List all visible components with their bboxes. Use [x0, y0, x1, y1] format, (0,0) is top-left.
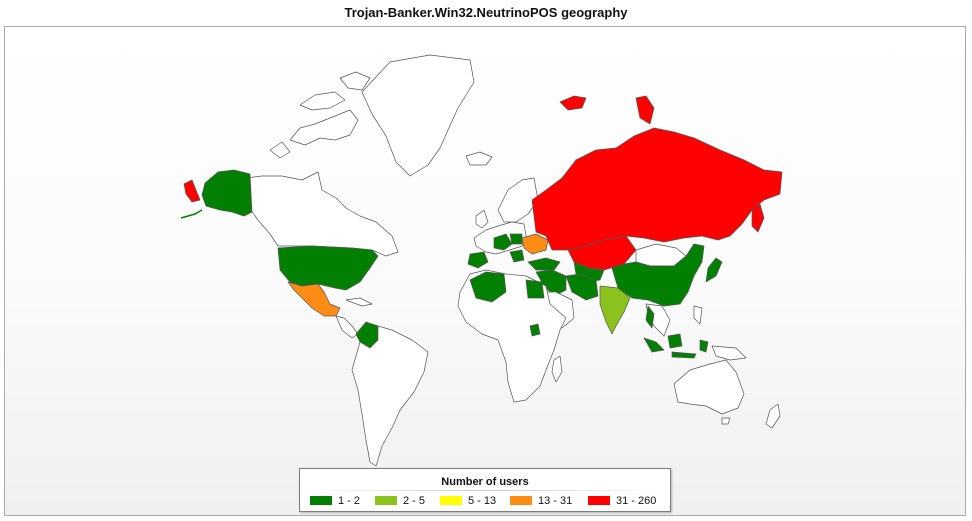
region-iberia[interactable]	[467, 251, 489, 269]
region-africa[interactable]	[457, 269, 567, 403]
region-canada[interactable]	[245, 171, 399, 257]
region-kenya[interactable]	[529, 323, 541, 337]
region-tasmania[interactable]	[721, 417, 731, 425]
legend-item-5[interactable]: 31 - 260	[588, 495, 656, 507]
region-kamchatka[interactable]	[751, 203, 765, 233]
legend-item-1[interactable]: 1 - 2	[310, 495, 360, 507]
region-chukotka[interactable]	[183, 179, 201, 203]
region-new-guinea[interactable]	[711, 345, 747, 361]
legend-label: 1 - 2	[338, 495, 361, 507]
region-cuba[interactable]	[345, 297, 373, 307]
legend-title: Number of users	[441, 476, 529, 488]
legend: Number of users 1 - 2 2 - 5 5 - 13 13 - …	[299, 468, 671, 512]
region-germany[interactable]	[493, 233, 513, 251]
region-japan[interactable]	[705, 257, 723, 283]
region-south-america[interactable]	[351, 325, 429, 467]
region-borneo[interactable]	[667, 333, 683, 349]
region-iran[interactable]	[565, 273, 599, 301]
region-new-zealand[interactable]	[765, 403, 781, 429]
region-russia[interactable]	[531, 127, 783, 251]
region-ukraine[interactable]	[521, 233, 549, 255]
region-canada-islands[interactable]	[269, 71, 371, 159]
region-philippines[interactable]	[693, 305, 703, 325]
region-indonesia[interactable]	[643, 337, 665, 353]
legend-swatch	[440, 495, 462, 505]
legend-item-3[interactable]: 5 - 13	[440, 495, 496, 507]
region-poland[interactable]	[509, 233, 523, 245]
legend-label: 5 - 13	[468, 495, 497, 507]
region-greenland[interactable]	[361, 54, 475, 177]
region-turkey[interactable]	[527, 257, 561, 271]
region-aleutians	[180, 209, 203, 219]
legend-swatch	[588, 495, 610, 505]
region-thailand[interactable]	[645, 305, 655, 329]
region-algeria[interactable]	[469, 271, 507, 303]
region-madagascar[interactable]	[551, 355, 563, 383]
legend-swatch	[310, 495, 332, 505]
region-mexico[interactable]	[287, 281, 341, 317]
region-sulawesi[interactable]	[699, 339, 709, 353]
region-usa[interactable]	[277, 245, 379, 291]
region-alaska[interactable]	[201, 169, 253, 217]
region-india[interactable]	[599, 285, 631, 335]
legend-item-2[interactable]: 2 - 5	[375, 495, 425, 507]
region-svalbard[interactable]	[559, 95, 587, 111]
region-uk[interactable]	[475, 209, 489, 229]
legend-label: 2 - 5	[403, 495, 426, 507]
legend-label: 31 - 260	[616, 495, 657, 507]
legend-swatch	[510, 495, 532, 505]
region-java[interactable]	[671, 351, 697, 359]
region-egypt[interactable]	[525, 279, 545, 299]
region-australia[interactable]	[673, 359, 745, 415]
legend-item-4[interactable]: 13 - 31	[510, 495, 572, 507]
region-iceland[interactable]	[465, 151, 493, 166]
region-balkans[interactable]	[509, 249, 525, 263]
legend-label: 13 - 31	[538, 495, 573, 507]
region-central-america[interactable]	[335, 315, 359, 339]
region-china[interactable]	[611, 243, 705, 307]
legend-swatch	[375, 495, 397, 505]
map-title: Trojan-Banker.Win32.NeutrinoPOS geograph…	[344, 5, 628, 20]
legend-separator	[308, 490, 662, 491]
region-novaya-zemlya[interactable]	[635, 95, 655, 125]
